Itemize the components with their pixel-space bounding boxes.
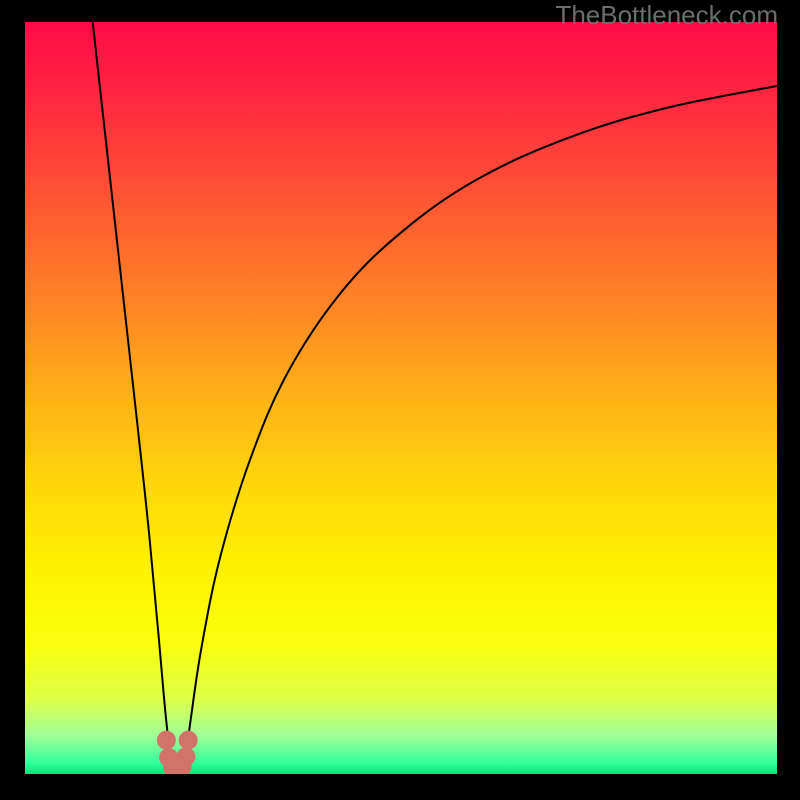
plot-area bbox=[25, 22, 777, 774]
watermark-text: TheBottleneck.com bbox=[555, 0, 778, 31]
marker-dot bbox=[179, 731, 197, 749]
bottleneck-chart bbox=[25, 22, 777, 774]
chart-container: TheBottleneck.com bbox=[0, 0, 800, 800]
marker-dot bbox=[157, 731, 175, 749]
marker-dot bbox=[177, 748, 195, 766]
gradient-background bbox=[25, 22, 777, 774]
